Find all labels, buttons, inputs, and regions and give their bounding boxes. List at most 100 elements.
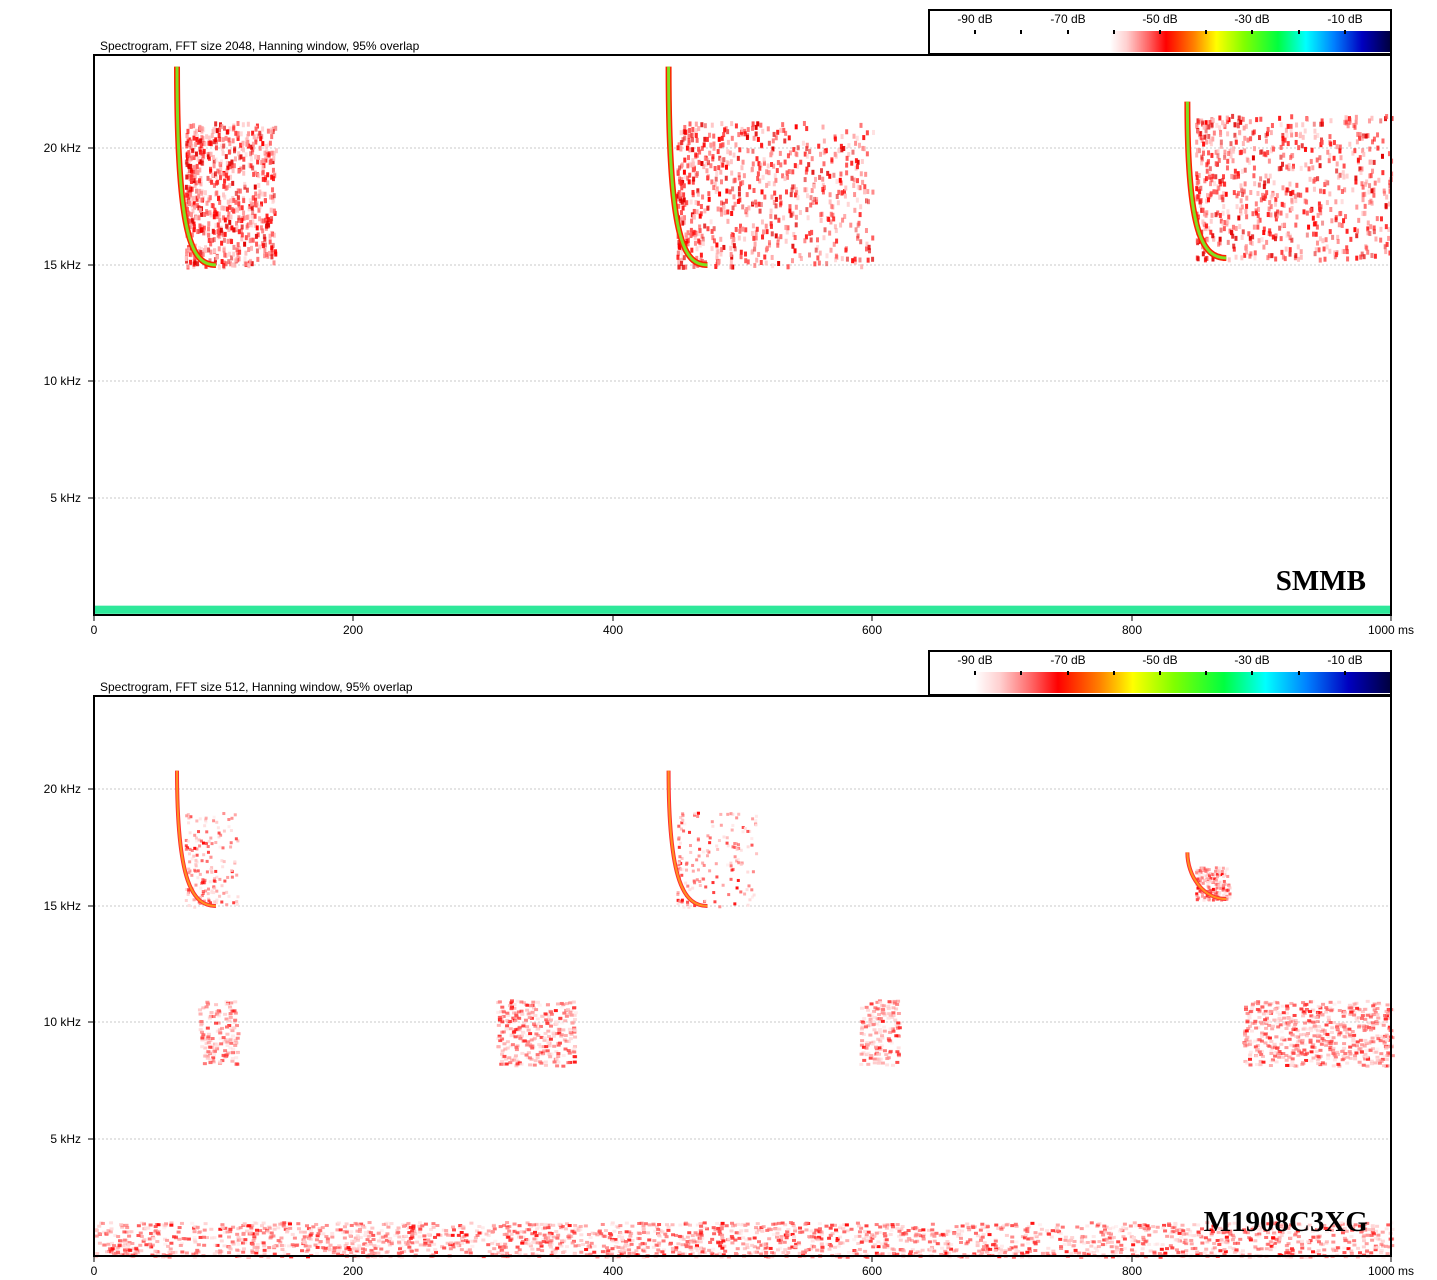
call-pixel <box>722 204 726 210</box>
call-pixel <box>779 234 783 240</box>
noise-pixel <box>599 1232 604 1236</box>
call-pixel <box>214 174 218 180</box>
call-pixel <box>829 203 833 209</box>
call-pixel <box>1259 116 1263 122</box>
noise-pixel <box>568 1010 573 1014</box>
call-pixel <box>196 134 200 140</box>
call-pixel <box>1366 220 1370 226</box>
call-pixel <box>250 245 254 251</box>
noise-pixel <box>1113 1251 1118 1255</box>
noise-pixel <box>820 1249 825 1253</box>
noise-pixel <box>560 1239 565 1243</box>
noise-pixel <box>695 1240 700 1244</box>
noise-pixel <box>527 1016 532 1020</box>
call-pixel <box>185 162 189 168</box>
call-pixel <box>729 259 733 265</box>
call-pixel <box>689 233 693 239</box>
noise-pixel <box>94 1234 99 1238</box>
noise-pixel <box>218 1031 223 1035</box>
noise-pixel <box>517 1224 522 1228</box>
noise-pixel <box>1020 1255 1025 1259</box>
noise-pixel <box>761 1249 766 1253</box>
noise-pixel <box>800 1230 805 1234</box>
noise-pixel <box>415 1240 420 1244</box>
noise-pixel <box>698 1240 703 1244</box>
noise-pixel <box>871 1245 876 1249</box>
noise-pixel <box>228 1046 233 1050</box>
call-pixel <box>706 226 710 232</box>
call-pixel <box>771 146 775 152</box>
noise-pixel <box>561 1064 566 1068</box>
call-pixel <box>815 237 819 243</box>
call-pixel <box>840 147 844 153</box>
call-pixel <box>225 160 229 166</box>
call-pixel <box>236 195 240 201</box>
call-pixel <box>1195 171 1199 177</box>
noise-pixel <box>882 1245 887 1249</box>
noise-pixel <box>873 1243 878 1247</box>
call-pixel <box>782 215 786 221</box>
noise-pixel <box>395 1229 400 1233</box>
noise-pixel <box>557 1031 562 1035</box>
noise-pixel <box>1071 1244 1076 1248</box>
call-pixel <box>218 136 222 142</box>
call-pixel <box>1246 137 1250 143</box>
noise-pixel <box>492 1227 497 1231</box>
noise-pixel <box>866 1008 871 1012</box>
noise-pixel <box>709 1250 714 1254</box>
call-pixel <box>1385 241 1389 247</box>
call-pixel <box>1267 230 1271 236</box>
noise-pixel <box>616 1245 621 1249</box>
noise-pixel <box>572 1252 577 1256</box>
colorbar-label: -30 dB <box>1234 653 1269 667</box>
noise-pixel <box>141 1239 146 1243</box>
noise-pixel <box>496 1045 501 1049</box>
noise-pixel <box>120 1253 125 1257</box>
noise-pixel <box>193 1225 198 1229</box>
noise-pixel <box>342 1236 347 1240</box>
noise-pixel <box>426 1248 431 1252</box>
noise-pixel <box>136 1234 141 1238</box>
noise-pixel <box>1324 1240 1329 1244</box>
call-pixel <box>829 219 833 225</box>
noise-pixel <box>768 1228 773 1232</box>
noise-pixel <box>723 1249 728 1253</box>
call-pixel <box>1294 198 1298 204</box>
call-pixel <box>700 161 704 167</box>
call-pixel <box>253 184 257 190</box>
noise-pixel <box>502 1042 507 1046</box>
call-pixel <box>844 185 848 191</box>
call-pixel <box>209 141 213 147</box>
noise-pixel <box>779 1235 784 1239</box>
noise-pixel <box>891 1006 896 1010</box>
noise-pixel <box>346 1246 351 1250</box>
noise-pixel <box>895 1050 900 1054</box>
noise-pixel <box>330 1231 335 1235</box>
call-pixel <box>715 249 719 255</box>
call-pixel <box>804 234 808 240</box>
noise-pixel <box>538 1241 543 1245</box>
call-pixel <box>243 256 247 262</box>
noise-pixel <box>496 1001 501 1005</box>
call-pixel <box>760 189 764 195</box>
noise-pixel <box>1349 1249 1354 1253</box>
noise-pixel <box>300 1249 305 1253</box>
call-pixel <box>1255 210 1259 216</box>
noise-pixel <box>199 1023 204 1027</box>
noise-pixel <box>901 1251 906 1255</box>
noise-pixel <box>501 1030 506 1034</box>
noise-pixel <box>239 1237 244 1241</box>
call-pixel <box>822 161 826 167</box>
noise-pixel <box>290 1232 295 1236</box>
noise-pixel <box>1266 1222 1271 1226</box>
noise-pixel <box>410 1229 415 1233</box>
call-pixel <box>692 214 696 220</box>
noise-pixel <box>1083 1235 1088 1239</box>
noise-pixel <box>592 1232 597 1236</box>
call-pixel <box>209 249 213 255</box>
noise-pixel <box>349 1251 354 1255</box>
noise-pixel <box>357 1244 362 1248</box>
noise-pixel <box>1277 1236 1282 1240</box>
call-pixel <box>752 187 756 193</box>
call-pixel <box>193 204 197 210</box>
